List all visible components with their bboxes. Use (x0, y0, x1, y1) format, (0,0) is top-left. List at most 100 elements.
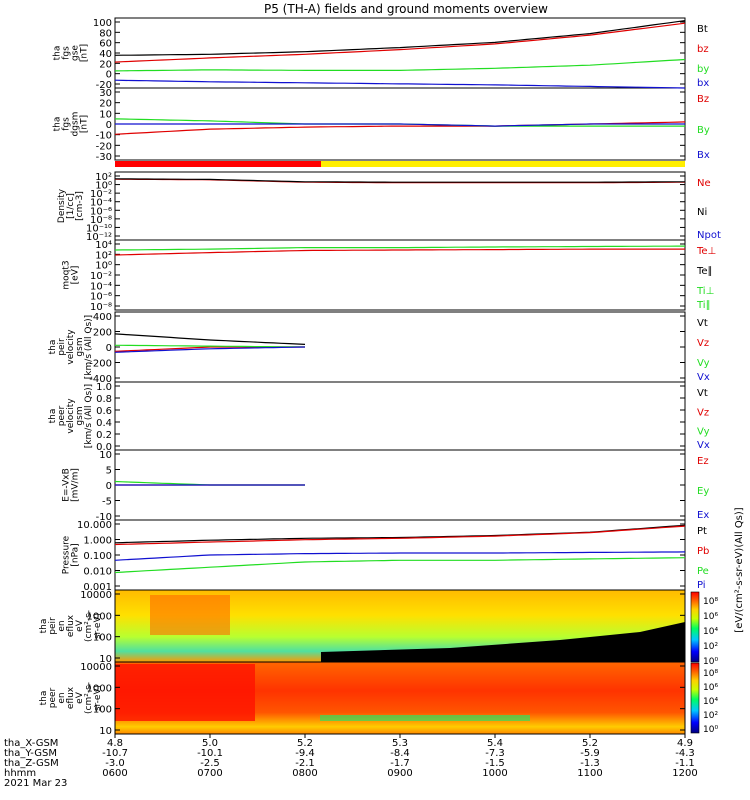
y-axis-label-line: peir (57, 338, 67, 356)
x-tick-label: 4.8 (107, 738, 123, 749)
y-axis-label-line: eV (75, 691, 85, 704)
legend-item: Vx (697, 372, 710, 383)
y-axis-label-line: tha (53, 46, 63, 61)
y-axis-label-line: moqt3 (62, 260, 72, 289)
spectrogram-black-region (321, 622, 685, 662)
y-tick-label: 1000 (87, 611, 112, 622)
colorbar-tick-top: 10⁶ (703, 612, 718, 622)
x-tick-label: -7.3 (485, 748, 505, 759)
y-axis-label-line: gse (71, 45, 81, 61)
y-tick-label: 20 (99, 59, 112, 70)
y-axis-label-line: [km/s (All Qs)] (84, 384, 94, 448)
series-temp-Ti∥ (114, 245, 685, 251)
y-tick-label: -5 (102, 497, 112, 508)
y-tick-label: -30 (96, 152, 112, 163)
y-axis-label-line: gsm (75, 406, 85, 425)
x-tick-label: 4.9 (677, 738, 693, 749)
legend-item: Pt (697, 526, 707, 537)
legend-item: Ti∥ (696, 300, 711, 311)
x-row-label: tha_Z-GSM (4, 758, 59, 769)
y-tick-label: 10.000 (77, 520, 112, 531)
series-pressure-Pe (114, 557, 686, 574)
series-pressure-Pi (114, 551, 686, 561)
y-tick-label: 10⁰ (95, 261, 112, 272)
y-axis-label-line: [km/s (All Qs)] (84, 315, 94, 379)
panel-frame-fgs_gse (114, 17, 686, 89)
series-fgs_dgsm-By (114, 118, 685, 127)
x-tick-label: 5.4 (487, 738, 503, 749)
y-tick-label: -20 (96, 80, 112, 91)
y-tick-label: 10² (95, 250, 112, 261)
y-tick-label: 10⁻⁸ (90, 302, 112, 313)
legend-item: Bz (697, 94, 709, 105)
legend-item: bz (697, 44, 709, 55)
y-axis-label-line: eflux (66, 686, 76, 709)
y-tick-label: 0.001 (83, 582, 112, 593)
legend-item: Te⊥ (696, 246, 716, 257)
colorbar-tick-bottom: 10⁶ (703, 683, 718, 693)
y-tick-label: 0.2 (96, 430, 112, 441)
y-tick-label: -400 (89, 374, 112, 385)
legend-item: Ey (697, 486, 709, 497)
x-row-label: tha_X-GSM (4, 738, 58, 749)
y-axis-label-line: [nT] (80, 115, 90, 133)
legend-item: Ti⊥ (696, 286, 714, 297)
colorbar-bottom (690, 662, 700, 734)
y-tick-label: 10000 (80, 590, 112, 601)
mode-bar-yellow (321, 161, 685, 167)
y-tick-label: 5 (106, 466, 112, 477)
y-tick-label: 10⁰ (95, 181, 112, 192)
legend-item: Vt (697, 318, 708, 329)
y-axis-label-line: sr-eV) (93, 613, 103, 639)
y-axis-label-line: [eV] (71, 266, 81, 285)
y-tick-label: 10 (99, 726, 112, 737)
series-fgs_gse-by (114, 58, 686, 72)
y-tick-label: 0 (106, 343, 112, 354)
series-fgs_gse-bz (114, 22, 686, 63)
series-temp-Te⊥ (114, 248, 685, 256)
y-tick-label: 0 (106, 481, 112, 492)
series-peir_vel-Vx (114, 346, 306, 353)
y-tick-label: 10 (99, 654, 112, 665)
y-axis-label-line: velocity (66, 398, 76, 434)
y-axis-label-pressure: Pressure [nPa] (62, 535, 81, 574)
x-tick-label: 5.2 (582, 738, 598, 749)
y-axis-label-efield: E=-VxB [mV/m] (62, 468, 81, 502)
colorbar-label: [eV/(cm²-s-sr-eV)(All Qs)] (734, 507, 745, 632)
spectrogram-low-band (320, 715, 530, 721)
x-row-label: tha_Y-GSM (4, 748, 57, 759)
y-axis-label-line: tha (39, 691, 49, 706)
series-fgs_dgsm-Bx (115, 123, 685, 127)
legend-item: By (697, 125, 710, 136)
y-axis-label-temp: moqt3 [eV] (62, 260, 81, 289)
y-axis-label-line: dgsm (71, 112, 81, 137)
y-axis-label-line: tha (48, 409, 58, 424)
y-axis-label-line: eV (75, 619, 85, 632)
y-tick-label: -200 (89, 359, 112, 370)
x-tick-label: -2.5 (200, 758, 220, 769)
y-axis-label-density: Density [1/cc] [cm-3] (57, 188, 85, 223)
legend-item: Vy (697, 427, 710, 438)
y-axis-label-peer_en: tha peer en eflux eV (cm²-s-sr-eV) (39, 682, 103, 714)
legend-item: Ni (697, 207, 707, 218)
y-axis-label-line: peir (48, 617, 58, 635)
y-axis-label-line: eflux (66, 614, 76, 637)
y-tick-label: 10⁻⁴ (90, 281, 112, 292)
y-tick-label: 0 (106, 70, 112, 81)
x-tick-label: -1.7 (390, 758, 410, 769)
y-tick-label: 10⁻⁶ (90, 206, 112, 217)
x-tick-label: -1.5 (485, 758, 505, 769)
y-axis-label-fgs_gse: tha fgs gse [nT] (53, 44, 90, 62)
legend-item: Ez (697, 456, 709, 467)
y-tick-label: 10⁻² (90, 189, 112, 200)
y-tick-label: -20 (96, 141, 112, 152)
legend-item: Bx (697, 150, 710, 161)
y-tick-label: 1.0 (96, 382, 112, 393)
x-tick-label: -3.0 (105, 758, 125, 769)
